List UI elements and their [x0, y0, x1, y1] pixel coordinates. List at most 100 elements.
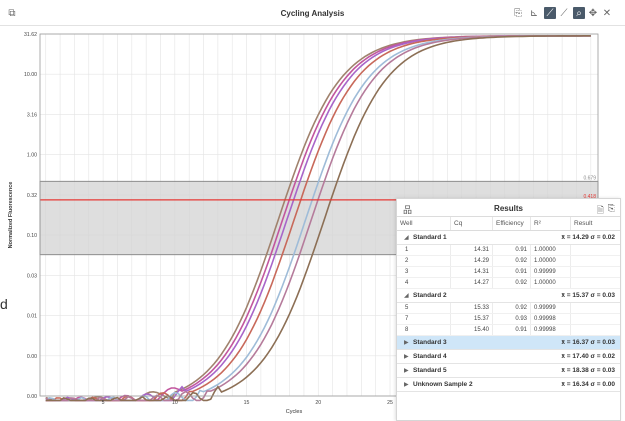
amplification-curve [45, 35, 591, 402]
cell-r2: 0.99998 [531, 325, 571, 335]
result-group[interactable]: ▶ Standard 3 x̄ = 16.37 σ = 0.03 [397, 336, 620, 350]
x-tick-label: 15 [244, 400, 250, 406]
cell-well: 5 [397, 303, 451, 313]
results-columns: Well Cq Efficiency R² Result [397, 217, 620, 231]
cell-cq: 15.33 [451, 303, 493, 313]
y-axis-ticks: 31.62 10.00 3.16 1.00 0.32 0.10 0.03 0.01 0.00 0.… [24, 32, 37, 400]
caret-right-icon[interactable]: ▶ [404, 368, 409, 374]
group-stat: x̄ = 16.37 σ = 0.03 [561, 339, 615, 346]
window-title: Cycling Analysis [280, 9, 345, 18]
log-scale-icon[interactable]: ⟋ [560, 7, 568, 19]
band-upper-label: 0.679 [583, 175, 596, 181]
result-group[interactable]: ▶ Standard 4 x̄ = 17.40 σ = 0.02 [397, 350, 620, 364]
zoom-icon[interactable]: ⌕ [573, 7, 585, 19]
result-group[interactable]: ▶ Unknown Sample 2 x̄ = 16.34 σ = 0.00 [397, 378, 620, 392]
caret-right-icon[interactable]: ▶ [404, 382, 409, 388]
y-tick-label: 0.00 [27, 354, 37, 360]
expand-icon[interactable]: ⧉ [8, 7, 16, 19]
group-stat: x̄ = 14.29 σ = 0.02 [561, 234, 615, 241]
group-name: Standard 4 [413, 353, 447, 360]
col-cq[interactable]: Cq [451, 217, 493, 230]
y-axis-label: Normalized Fluorescence [8, 182, 14, 249]
y-tick-label: 0.03 [27, 273, 37, 279]
hierarchy-icon[interactable]: 品 [403, 205, 413, 215]
cell-r2: 0.99999 [531, 267, 571, 277]
threshold-icon[interactable]: ⊾ [529, 7, 539, 19]
y-tick-label: 3.16 [27, 112, 37, 118]
group-name: Standard 1 [413, 234, 447, 241]
y-tick-label: 0.32 [27, 193, 37, 199]
y-tick-label: 1.00 [27, 153, 37, 159]
amplification-curves [45, 35, 591, 402]
col-efficiency[interactable]: Efficiency [493, 217, 531, 230]
results-header: 品 Results 🗎 ⎘ [397, 199, 620, 217]
results-body: ◢ Standard 1 x̄ = 14.29 σ = 0.02 1 14.31 0.91… [397, 231, 620, 392]
group-stat: x̄ = 18.38 σ = 0.03 [561, 367, 615, 374]
cell-result [571, 278, 620, 288]
group-name: Standard 3 [413, 339, 447, 346]
group-stat: x̄ = 17.40 σ = 0.02 [561, 353, 615, 360]
cell-result [571, 325, 620, 335]
cell-result [571, 314, 620, 324]
cell-efficiency: 0.91 [493, 325, 531, 335]
cell-r2: 0.99999 [531, 303, 571, 313]
caret-right-icon[interactable]: ▶ [404, 340, 409, 346]
y-tick-label: 0.10 [27, 233, 37, 239]
caret-down-icon[interactable]: ◢ [404, 235, 409, 241]
cell-result [571, 267, 620, 277]
pan-icon[interactable]: ✥ [588, 7, 598, 19]
x-tick-label: 25 [387, 400, 393, 406]
result-group[interactable]: ▶ Standard 5 x̄ = 18.38 σ = 0.03 [397, 364, 620, 378]
x-axis-label: Cycles [286, 409, 303, 415]
col-well[interactable]: Well [397, 217, 451, 230]
result-group[interactable]: ◢ Standard 1 x̄ = 14.29 σ = 0.02 [397, 231, 620, 245]
cell-well: 3 [397, 267, 451, 277]
group-stat: x̄ = 16.34 σ = 0.00 [561, 381, 615, 388]
table-row[interactable]: 8 15.40 0.91 0.99998 [397, 325, 620, 336]
col-result[interactable]: Result [574, 220, 593, 227]
caret-right-icon[interactable]: ▶ [404, 354, 409, 360]
cell-cq: 14.31 [451, 245, 493, 255]
caret-down-icon[interactable]: ◢ [404, 293, 409, 299]
cell-cq: 15.37 [451, 314, 493, 324]
copy-results-icon[interactable]: ⎘ [607, 203, 615, 213]
cell-well: 7 [397, 314, 451, 324]
cell-cq: 14.27 [451, 278, 493, 288]
clipped-text: d [0, 296, 8, 312]
cell-efficiency: 0.92 [493, 278, 531, 288]
y-tick-label: 0.00 [27, 394, 37, 400]
cell-r2: 1.00000 [531, 245, 571, 255]
cell-efficiency: 0.93 [493, 314, 531, 324]
threshold-label: 0.418 [583, 194, 596, 200]
col-r2[interactable]: R² [531, 217, 571, 230]
cell-r2: 0.99998 [531, 314, 571, 324]
group-stat: x̄ = 15.37 σ = 0.03 [561, 292, 615, 299]
linear-scale-icon[interactable]: ⟋ [544, 7, 556, 19]
group-name: Unknown Sample 2 [413, 381, 473, 388]
reset-icon[interactable]: ✕ [602, 7, 612, 19]
table-row[interactable]: 3 14.31 0.91 0.99999 [397, 267, 620, 278]
table-row[interactable]: 4 14.27 0.92 1.00000 [397, 278, 620, 289]
table-row[interactable]: 5 15.33 0.92 0.99999 [397, 303, 620, 314]
table-row[interactable]: 1 14.31 0.91 1.00000 [397, 245, 620, 256]
cell-result [571, 303, 620, 313]
group-name: Standard 2 [413, 292, 447, 299]
export-icon[interactable]: 🗎 [596, 205, 604, 215]
results-panel: 品 Results 🗎 ⎘ Well Cq Efficiency R² Resu… [396, 198, 621, 421]
copy-icon[interactable]: ⎘ [514, 7, 522, 19]
result-group[interactable]: ◢ Standard 2 x̄ = 15.37 σ = 0.03 [397, 289, 620, 303]
y-tick-label: 10.00 [24, 72, 37, 78]
x-tick-label: 20 [315, 400, 321, 406]
title-bar: ⧉ Cycling Analysis ⎘ ⊾ ⟋ ⟋ ⌕ ✥ ✕ [0, 0, 625, 26]
cell-well: 4 [397, 278, 451, 288]
cell-efficiency: 0.92 [493, 303, 531, 313]
table-row[interactable]: 7 15.37 0.93 0.99998 [397, 314, 620, 325]
cell-r2: 1.00000 [531, 278, 571, 288]
cell-efficiency: 0.91 [493, 267, 531, 277]
cell-well: 8 [397, 325, 451, 335]
cell-well: 1 [397, 245, 451, 255]
cell-well: 2 [397, 256, 451, 266]
results-title: Results [494, 204, 523, 213]
table-row[interactable]: 2 14.29 0.92 1.00000 [397, 256, 620, 267]
cell-cq: 15.40 [451, 325, 493, 335]
